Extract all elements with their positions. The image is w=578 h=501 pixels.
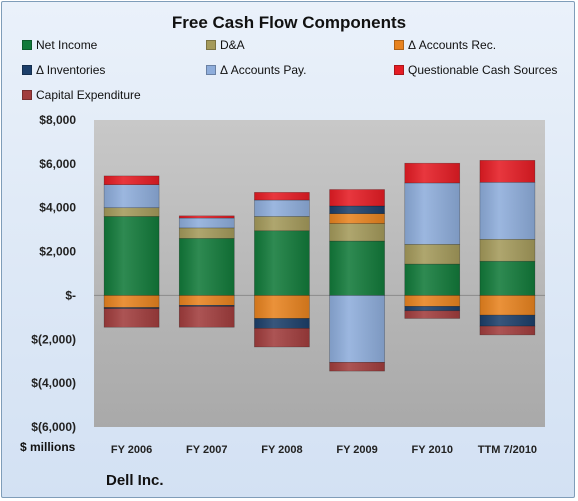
bar-segment-shade <box>404 310 460 319</box>
bar-segment-shade <box>179 238 235 296</box>
bar-segment-shade <box>179 215 235 219</box>
bar-segment-shade <box>404 264 460 296</box>
bar-segment-shade <box>254 192 310 201</box>
x-tick-label: FY 2009 <box>336 444 377 456</box>
y-tick-label: $- <box>65 288 76 302</box>
bar-segment-shade <box>179 305 235 307</box>
y-tick-label: $8,000 <box>39 113 76 127</box>
x-tick-label: TTM 7/2010 <box>478 444 537 456</box>
bar-segment-shade <box>329 205 385 214</box>
legend-swatch <box>394 65 404 75</box>
bar-segment-shade <box>179 227 235 239</box>
y-tick-label: $6,000 <box>39 157 76 171</box>
legend-swatch <box>22 90 32 100</box>
legend-swatch <box>394 40 404 50</box>
bar-segment-shade <box>329 362 385 372</box>
bar-segment-shade <box>329 223 385 242</box>
bar-segment-shade <box>329 189 385 206</box>
bar-segment-shade <box>179 306 235 328</box>
chart-title: Free Cash Flow Components <box>171 13 407 32</box>
bar-segment-shade <box>254 200 310 217</box>
bar-segment-shade <box>104 184 160 208</box>
bar-segment-shade <box>404 295 460 307</box>
bar-segment-shade <box>479 315 535 327</box>
bar-segment-shade <box>479 261 535 296</box>
bar-segment-shade <box>404 244 460 265</box>
legend-label: Δ Accounts Pay. <box>220 63 307 77</box>
bar-segment-shade <box>479 182 535 240</box>
y-tick-label: $(2,000) <box>31 332 76 346</box>
bar-segment-shade <box>329 213 385 224</box>
bar-segment-shade <box>179 218 235 228</box>
bar-segment-shade <box>179 295 235 306</box>
bar-segment-shade <box>479 239 535 262</box>
bar-segment-shade <box>479 295 535 316</box>
y-axis-units-label: $ millions <box>20 440 76 454</box>
bar-segment-shade <box>404 182 460 245</box>
bar-segment-shade <box>104 207 160 217</box>
y-tick-label: $4,000 <box>39 201 76 215</box>
bar-segment-shade <box>104 175 160 185</box>
legend-label: Capital Expenditure <box>36 88 141 102</box>
bar-segment-shade <box>404 163 460 183</box>
legend-swatch <box>22 65 32 75</box>
bar-segment-shade <box>254 318 310 329</box>
legend-label: Questionable Cash Sources <box>408 63 558 77</box>
legend-label: D&A <box>220 38 245 52</box>
legend-label: Net Income <box>36 38 98 52</box>
bar-segment-shade <box>404 306 460 311</box>
legend-label: Δ Accounts Rec. <box>408 38 497 52</box>
y-tick-label: $(6,000) <box>31 420 76 434</box>
bar-segment-shade <box>104 308 160 328</box>
x-tick-label: FY 2010 <box>412 444 453 456</box>
bar-segment-shade <box>479 160 535 183</box>
bar-segment-shade <box>254 328 310 347</box>
bar-segment-shade <box>254 295 310 319</box>
y-tick-label: $(4,000) <box>31 376 76 390</box>
x-tick-label: FY 2006 <box>111 444 152 456</box>
plot-area <box>94 120 545 427</box>
bar-segment-shade <box>254 216 310 231</box>
bar-segment-shade <box>329 241 385 296</box>
company-name: Dell Inc. <box>106 472 164 489</box>
y-tick-label: $2,000 <box>39 245 76 259</box>
bar-segment-shade <box>329 295 385 363</box>
bar-segment-shade <box>104 216 160 296</box>
legend-swatch <box>22 40 32 50</box>
legend-swatch <box>206 65 216 75</box>
x-tick-label: FY 2008 <box>261 444 302 456</box>
bar-segment-shade <box>104 295 160 308</box>
x-tick-label: FY 2007 <box>186 444 227 456</box>
bar-segment-shade <box>479 326 535 335</box>
bar-segment-shade <box>104 307 160 309</box>
bar-segment-shade <box>254 230 310 296</box>
legend-label: Δ Inventories <box>36 63 106 77</box>
legend-swatch <box>206 40 216 50</box>
